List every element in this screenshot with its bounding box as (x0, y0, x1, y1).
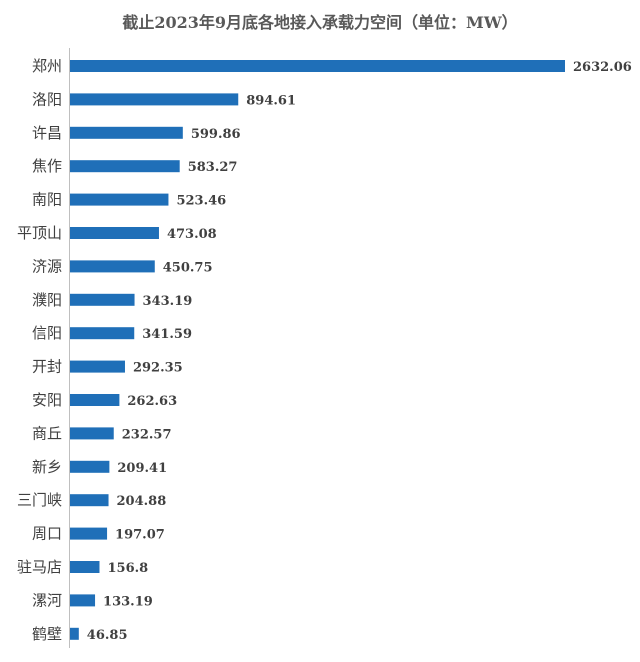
bar (70, 327, 135, 340)
category-label: 驻马店 (17, 558, 62, 576)
value-label: 583.27 (188, 160, 238, 175)
value-label: 450.75 (163, 260, 213, 275)
bar (70, 260, 155, 273)
category-label: 济源 (32, 257, 62, 275)
bar (70, 360, 125, 373)
value-label: 209.41 (117, 461, 167, 476)
bar (70, 394, 120, 406)
category-label: 鹤壁 (32, 625, 62, 643)
value-label: 343.19 (143, 294, 193, 309)
bar (70, 93, 239, 106)
category-label: 三门峡 (17, 491, 62, 509)
value-label: 473.08 (167, 227, 217, 242)
chart-title: 截止2023年9月底各地接入承载力空间（单位：MW） (122, 13, 517, 32)
bar (70, 494, 109, 507)
bar (70, 527, 108, 540)
category-label: 新乡 (32, 458, 62, 476)
value-label: 133.19 (103, 594, 153, 609)
category-label: 洛阳 (32, 90, 62, 108)
category-label: 漯河 (32, 591, 62, 609)
value-label: 599.86 (191, 127, 241, 142)
category-label: 南阳 (32, 191, 62, 209)
bar (70, 293, 135, 306)
value-label: 197.07 (115, 528, 165, 543)
bar (70, 594, 96, 607)
category-label: 信阳 (32, 324, 62, 342)
bar (70, 627, 79, 640)
bar (70, 561, 100, 573)
value-label: 523.46 (176, 194, 226, 209)
category-label: 濮阳 (32, 291, 62, 309)
value-label: 46.85 (87, 628, 128, 643)
category-label: 周口 (32, 525, 62, 543)
category-label: 郑州 (32, 57, 62, 75)
value-label: 894.61 (246, 93, 296, 108)
bar (70, 126, 183, 139)
value-label: 232.57 (122, 427, 172, 442)
bar (70, 193, 169, 206)
value-label: 262.63 (127, 394, 177, 409)
value-label: 204.88 (117, 494, 167, 509)
value-label: 341.59 (142, 327, 192, 342)
category-label: 开封 (32, 358, 62, 376)
value-label: 292.35 (133, 361, 183, 376)
bar (70, 227, 159, 239)
value-label: 156.8 (107, 561, 148, 576)
bar-group: 郑州 2632.06 洛阳 894.61 许昌 599.86 焦作 583.27 南阳 523.4… (17, 57, 632, 643)
bar (70, 427, 114, 440)
category-label: 许昌 (32, 124, 62, 142)
bar (70, 460, 110, 473)
value-label: 2632.06 (573, 60, 632, 75)
category-label: 焦作 (32, 157, 62, 175)
bar (70, 60, 565, 72)
category-label: 商丘 (32, 424, 62, 442)
category-label: 平顶山 (17, 224, 62, 242)
bar (70, 160, 180, 173)
category-label: 安阳 (32, 391, 62, 409)
